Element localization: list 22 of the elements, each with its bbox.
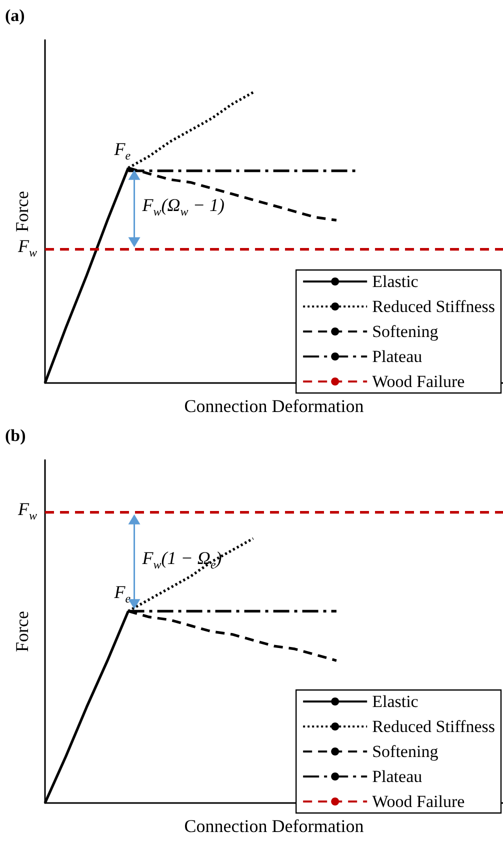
chart-title: (a) — [5, 6, 25, 25]
chart-title: (b) — [5, 426, 26, 445]
y-axis-title: Force — [12, 191, 32, 232]
legend-label: Elastic — [372, 272, 419, 291]
legend-label: Reduced Stiffness — [372, 297, 496, 316]
annotation: F$_{w}$(1 − Ω$_{e}$) — [142, 548, 222, 574]
legend-label: Softening — [372, 322, 439, 341]
legend-label: Elastic — [372, 692, 419, 711]
legend-label: Plateau — [372, 767, 423, 786]
legend-label: Softening — [372, 742, 439, 761]
legend-label: Wood Failure — [372, 792, 465, 811]
text: F$_{w}$ — [18, 498, 38, 524]
y-axis-title: Force — [12, 611, 32, 652]
annotation: F$_{w}$(Ω$_{w}$ − 1) — [142, 195, 224, 221]
legend-label: Reduced Stiffness — [372, 717, 496, 736]
annotation: F$_{e}$ — [114, 582, 131, 608]
text: F$_{w}$ — [18, 236, 38, 262]
legend-label: Plateau — [372, 347, 423, 366]
annotation: F$_{e}$ — [114, 138, 131, 164]
x-axis-title: Connection Deformation — [184, 396, 364, 416]
legend-label: Wood Failure — [372, 372, 465, 391]
x-axis-title: Connection Deformation — [184, 816, 364, 836]
